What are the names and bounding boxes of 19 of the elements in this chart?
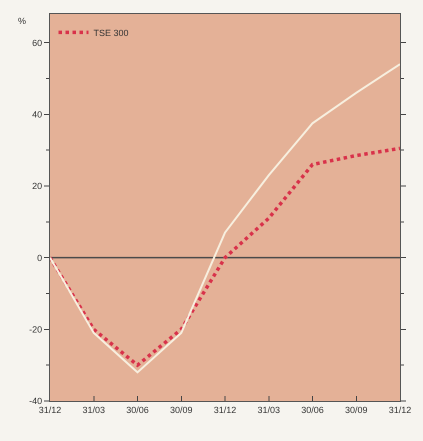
y-axis-title: %: [18, 16, 26, 26]
y-tick-label: -20: [29, 324, 42, 334]
y-tick-label: -40: [29, 396, 42, 406]
x-tick-label: 30/06: [126, 404, 149, 415]
x-tick-label: 30/09: [170, 404, 193, 415]
x-tick-label: 31/03: [82, 404, 106, 415]
x-tick-label: 31/12: [388, 404, 412, 415]
x-tick-label: 31/12: [214, 404, 236, 415]
x-tick-label: 30/06: [301, 404, 324, 415]
x-tick-label: 31/12: [38, 404, 62, 415]
y-tick-label: 60: [32, 38, 42, 48]
legend-label: TSE 300: [94, 28, 129, 38]
x-tick-label: 31/03: [257, 404, 280, 415]
y-tick-label: 40: [32, 109, 42, 120]
y-tick-label: 0: [37, 252, 42, 263]
line-series: [50, 146, 400, 367]
line-series: [50, 63, 400, 374]
y-tick-label: 20: [32, 181, 42, 192]
x-tick-label: 30/09: [344, 404, 368, 415]
